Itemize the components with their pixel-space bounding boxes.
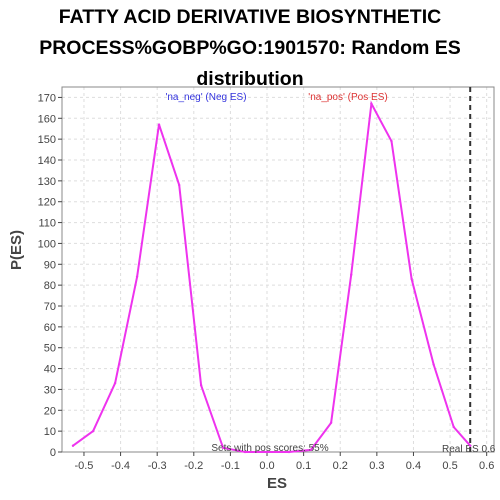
- chart-title-line-3: distribution: [196, 68, 304, 90]
- x-tick-label: 0.1: [296, 460, 311, 472]
- x-axis-label: ES: [266, 475, 287, 492]
- chart-title-line-1: FATTY ACID DERIVATIVE BIOSYNTHETIC: [58, 6, 442, 28]
- y-tick-label: 20: [44, 405, 56, 417]
- pos-es-annotation: 'na_pos' (Pos ES): [308, 92, 387, 103]
- data-point: [199, 384, 203, 387]
- y-tick-label: 130: [38, 176, 56, 188]
- axis-ticks: -0.5 -0.4 -0.3 -0.2 -0.1 0.0 0.1 0.2 0.3 0.4 0.5 0.…: [38, 92, 495, 472]
- data-point: [350, 273, 353, 276]
- y-tick-label: 90: [44, 259, 56, 271]
- x-tick-label: 0.0: [259, 460, 274, 472]
- data-point: [309, 448, 313, 452]
- data-point: [71, 444, 75, 447]
- chart-title-line-2: PROCESS%GOBP%GO:1901570: Random ES: [39, 37, 461, 59]
- plot-area-frame: [61, 86, 495, 453]
- y-tick-label: 70: [44, 301, 56, 313]
- chart-title: FATTY ACID DERIVATIVE BIOSYNTHETIC PROCE…: [0, 2, 500, 95]
- y-tick-label: 140: [38, 155, 56, 167]
- y-tick-label: 10: [44, 426, 56, 438]
- neg-es-annotation: 'na_neg' (Neg ES): [165, 92, 246, 103]
- x-tick-label: 0.4: [406, 460, 421, 472]
- data-point: [221, 446, 225, 450]
- y-tick-label: 80: [44, 280, 56, 292]
- data-point: [177, 183, 181, 187]
- x-tick-label: -0.1: [221, 460, 240, 472]
- y-tick-label: 150: [38, 134, 56, 146]
- y-tick-label: 100: [38, 238, 56, 250]
- data-point: [410, 277, 413, 281]
- data-point: [243, 450, 247, 454]
- y-tick-label: 60: [44, 322, 56, 334]
- x-tick-label: 0.2: [333, 460, 348, 472]
- data-point: [432, 363, 435, 366]
- x-tick-label: -0.3: [148, 460, 167, 472]
- x-tick-label: -0.5: [74, 460, 93, 472]
- y-tick-label: 120: [38, 197, 56, 209]
- data-point: [135, 275, 139, 278]
- random-es-series-line: [72, 100, 471, 453]
- grid-lines: [62, 87, 494, 453]
- x-tick-label: -0.4: [111, 460, 130, 472]
- data-point: [469, 444, 472, 447]
- x-tick-label: 0.6: [479, 460, 494, 472]
- y-tick-label: 50: [44, 343, 56, 355]
- x-tick-label: 0.3: [369, 460, 384, 472]
- data-point: [329, 421, 333, 424]
- data-point: [157, 123, 161, 126]
- data-point: [287, 450, 291, 454]
- data-point: [91, 429, 95, 433]
- data-point: [265, 450, 269, 454]
- pos-scores-annotation: Sets with pos scores: 55%: [211, 443, 328, 454]
- y-tick-label: 160: [38, 113, 56, 125]
- y-tick-label: 30: [44, 384, 56, 396]
- x-tick-label: 0.5: [442, 460, 457, 472]
- real-es-annotation: Real ES 0.6: [442, 444, 496, 455]
- y-tick-label: 170: [38, 92, 56, 104]
- data-point: [113, 381, 117, 385]
- data-point: [370, 102, 373, 105]
- y-tick-label: 110: [38, 218, 56, 230]
- x-tick-label: -0.2: [184, 460, 203, 472]
- data-point: [452, 425, 455, 429]
- y-tick-label: 0: [50, 447, 56, 459]
- y-tick-label: 40: [44, 364, 56, 376]
- data-point: [390, 140, 393, 143]
